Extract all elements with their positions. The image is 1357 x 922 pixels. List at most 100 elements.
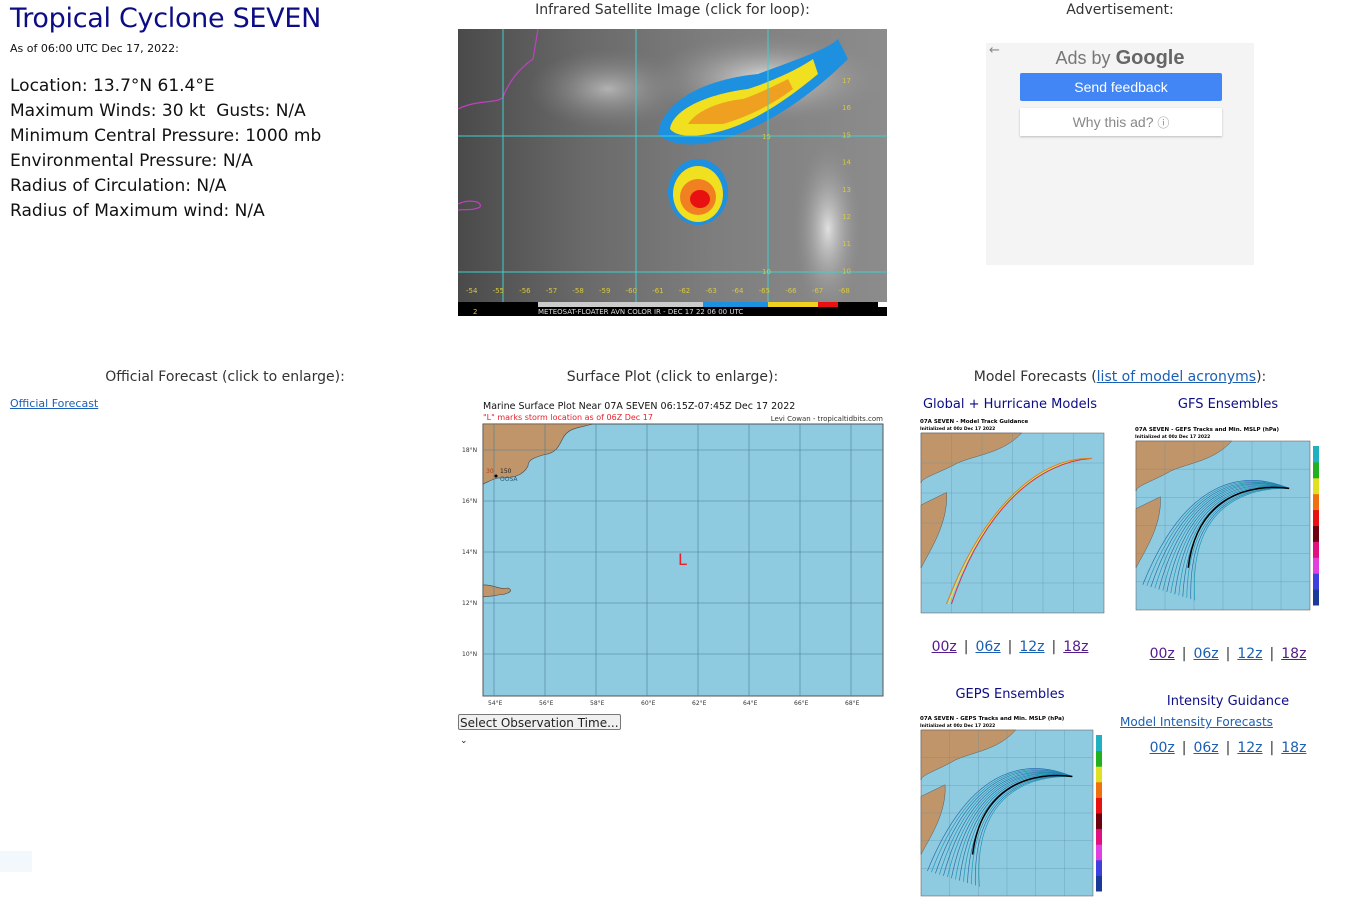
model-track xyxy=(947,457,1093,605)
image-title: 07A SEVEN - Model Track Guidance xyxy=(920,419,1029,425)
lon-label: 58°E xyxy=(590,700,605,707)
corner-label: 2 xyxy=(473,308,477,316)
why-this-ad-button[interactable]: Why this ad? ⓘ xyxy=(1020,108,1222,136)
official-forecast-link[interactable]: Official Forecast xyxy=(10,397,99,410)
lat-lon-grid xyxy=(458,29,887,316)
station-pressure: 150 xyxy=(500,468,512,475)
run-link-18z[interactable]: 18z xyxy=(1063,639,1089,655)
inner-label: 10 xyxy=(762,268,771,276)
chevron-down-icon: ⌄ xyxy=(460,736,468,746)
model-acronyms-link[interactable]: list of model acronyms xyxy=(1096,369,1257,385)
model-intensity-link[interactable]: Model Intensity Forecasts xyxy=(1120,715,1273,729)
station-temp: 30 xyxy=(486,468,494,475)
colorbar-segment xyxy=(1096,797,1102,814)
gfs-ensembles-image[interactable]: 07A SEVEN - GEFS Tracks and Min. MSLP (h… xyxy=(1133,423,1325,620)
lon-labels: 54°E 56°E 58°E 60°E 62°E 64°E 66°E 68°E xyxy=(488,700,860,707)
run-link-18z[interactable]: 18z xyxy=(1281,740,1307,756)
run-link-00z[interactable]: 00z xyxy=(1149,740,1175,756)
lat-label: 16 xyxy=(842,104,851,112)
global-models-heading: Global + Hurricane Models xyxy=(922,397,1097,412)
lon-label: 64°E xyxy=(743,700,758,707)
geps-ensembles-image[interactable]: 07A SEVEN - GEPS Tracks and Min. MSLP (h… xyxy=(918,712,1108,906)
heading-prefix: Model Forecasts ( xyxy=(973,369,1097,385)
lat-label: 16°N xyxy=(462,498,477,505)
land xyxy=(920,492,947,569)
lon-label: -61 xyxy=(652,287,663,295)
lon-label: -56 xyxy=(519,287,531,295)
run-link-12z[interactable]: 12z xyxy=(1237,646,1263,662)
ensemble-track xyxy=(1142,480,1290,585)
run-link-06z[interactable]: 06z xyxy=(975,639,1001,655)
storm-stats: Location: 13.7°N 61.4°E Maximum Winds: 3… xyxy=(10,74,321,224)
observation-time-select[interactable]: Select Observation Time... ⌄ xyxy=(458,714,621,746)
stat-radius-max-wind: Radius of Maximum wind: N/A xyxy=(10,201,265,221)
lon-label: -68 xyxy=(838,287,849,295)
run-link-18z[interactable]: 18z xyxy=(1281,646,1307,662)
lon-label: -63 xyxy=(705,287,716,295)
gfs-ensembles-heading: GFS Ensembles xyxy=(1177,397,1279,412)
ensemble-mean-track xyxy=(971,774,1073,855)
colorbar-segment xyxy=(1096,859,1102,876)
plot-title: Marine Surface Plot Near 07A SEVEN 06:15… xyxy=(483,401,795,412)
why-this-ad-label: Why this ad? xyxy=(1072,114,1154,130)
lon-label: -60 xyxy=(626,287,637,295)
run-link-00z[interactable]: 00z xyxy=(931,639,957,655)
stat-max-winds: Maximum Winds: 30 kt Gusts: N/A xyxy=(10,101,306,121)
lon-label: -65 xyxy=(759,287,770,295)
image-subtitle: Initialized at 00z Dec 17 2022 xyxy=(920,723,995,729)
intensity-guidance-heading: Intensity Guidance xyxy=(1166,694,1290,709)
image-subtitle: Initialized at 00z Dec 17 2022 xyxy=(920,426,995,432)
page-title: Tropical Cyclone SEVEN xyxy=(10,3,321,34)
lat-label: 13 xyxy=(842,186,851,194)
satellite-image[interactable]: -54 -55 -56 -57 -58 -59 -60 -61 -62 -63 -64 -65 -66 -… xyxy=(458,29,887,316)
lon-label: -58 xyxy=(572,287,583,295)
ensemble-track xyxy=(1194,487,1290,601)
colorbar-segment xyxy=(1313,477,1319,495)
run-link-12z[interactable]: 12z xyxy=(1237,740,1263,756)
lat-label: 15 xyxy=(842,131,851,139)
colorbar-segment xyxy=(1313,493,1319,511)
lon-label: 68°E xyxy=(845,700,860,707)
global-models-image[interactable]: 07A SEVEN - Model Track Guidance Initial… xyxy=(918,415,1107,623)
land-socotra xyxy=(482,584,511,598)
colorbar-segment xyxy=(1313,557,1319,574)
lon-label: 54°E xyxy=(488,700,503,707)
lon-label: -67 xyxy=(812,287,823,295)
geps-ensembles-heading: GEPS Ensembles xyxy=(955,687,1065,702)
colorbar-segment xyxy=(1096,750,1102,767)
send-feedback-button[interactable]: Send feedback xyxy=(1020,73,1222,101)
ad-panel: ← Ads by Google Send feedback Why this a… xyxy=(986,43,1254,265)
land xyxy=(920,784,946,855)
lon-label: -59 xyxy=(599,287,610,295)
ads-by-google: Ads by Google xyxy=(986,47,1254,70)
stat-location: Location: 13.7°N 61.4°E xyxy=(10,76,215,96)
ocean xyxy=(482,423,884,697)
surface-plot-heading: Surface Plot (click to enlarge): xyxy=(566,369,779,385)
lon-label: 56°E xyxy=(539,700,554,707)
run-link-06z[interactable]: 06z xyxy=(1193,646,1219,662)
lat-label: 10°N xyxy=(462,651,477,658)
surface-plot-image[interactable]: Marine Surface Plot Near 07A SEVEN 06:15… xyxy=(458,398,887,710)
land xyxy=(1135,440,1233,492)
colorbar-segment xyxy=(1313,541,1319,558)
land xyxy=(920,729,1017,781)
colorbar-segment xyxy=(1096,844,1102,861)
lat-label: 11 xyxy=(842,240,851,248)
arrow-left-icon[interactable]: ← xyxy=(989,43,1000,58)
run-link-06z[interactable]: 06z xyxy=(1193,740,1219,756)
stat-min-pressure: Minimum Central Pressure: 1000 mb xyxy=(10,126,322,146)
lat-label: 10 xyxy=(842,267,851,275)
colorbar-segment xyxy=(1096,813,1102,830)
run-link-00z[interactable]: 00z xyxy=(1149,646,1175,662)
lon-label: -66 xyxy=(785,287,797,295)
gfs-run-links: 00z | 06z | 12z | 18z xyxy=(1149,646,1307,662)
lon-label: 66°E xyxy=(794,700,809,707)
image-subtitle: Initialized at 00z Dec 17 2022 xyxy=(1135,434,1210,440)
colorbar-segment xyxy=(1313,509,1319,526)
stat-radius-circulation: Radius of Circulation: N/A xyxy=(10,176,227,196)
lon-label: -55 xyxy=(493,287,504,295)
lon-label: -64 xyxy=(732,287,744,295)
run-link-12z[interactable]: 12z xyxy=(1019,639,1045,655)
image-title: 07A SEVEN - GEFS Tracks and Min. MSLP (h… xyxy=(1135,427,1280,433)
heading-suffix: ): xyxy=(1256,369,1267,385)
